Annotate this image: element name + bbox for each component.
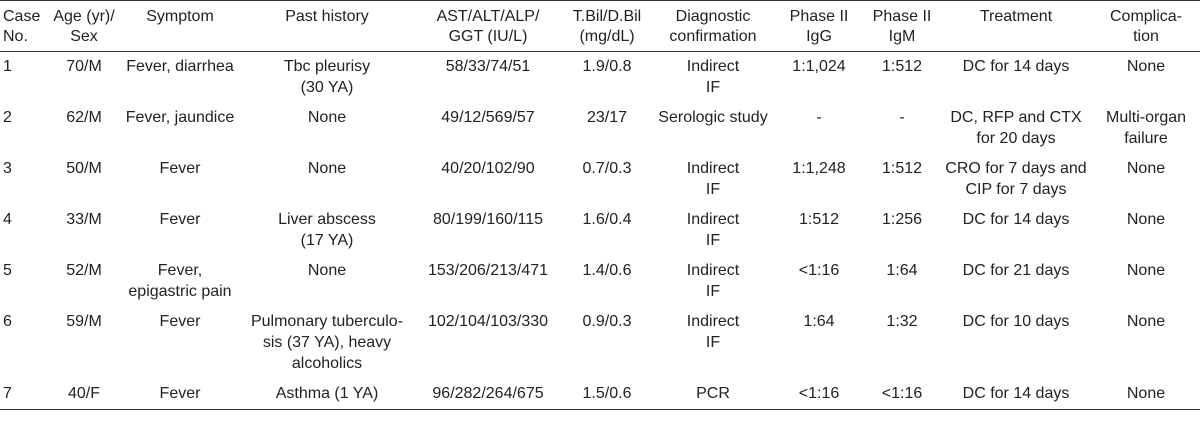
cell-liver-enzymes: 49/12/569/57 <box>441 109 535 126</box>
cell-past-history: None <box>307 160 347 177</box>
header-row: Case No. Age (yr)/ Sex Symptom Past hist… <box>0 0 1200 52</box>
cell-diagnostic-confirmation: PCR <box>696 385 730 402</box>
cell-complication: None <box>1126 385 1166 402</box>
cell-case-no: 2 <box>3 109 12 126</box>
cell-past-history: None <box>307 109 347 126</box>
cell-phase2-igg: - <box>816 109 822 126</box>
cell-diagnostic-confirmation: Indirect IF <box>686 211 740 249</box>
cell-bilirubin: 1.4/0.6 <box>582 262 632 279</box>
header-age-sex: Age (yr)/ Sex <box>53 8 115 45</box>
cell-case-no: 7 <box>3 385 12 402</box>
cell-age-sex: 33/M <box>66 211 102 228</box>
cell-case-no: 5 <box>3 262 12 279</box>
header-phase2-igg: Phase II IgG <box>789 8 849 45</box>
header-symptom: Symptom <box>146 8 214 25</box>
cell-complication: None <box>1126 313 1166 330</box>
table-row: 4 33/M Fever Liver abscess (17 YA) 80/199/16… <box>0 205 1200 256</box>
table-row: 5 52/M Fever, epigastric pain None 153/206/2… <box>0 256 1200 307</box>
cell-treatment: CRO for 7 days and CIP for 7 days <box>945 160 1087 198</box>
cell-symptom: Fever, diarrhea <box>126 58 234 75</box>
cell-diagnostic-confirmation: Indirect IF <box>686 58 740 96</box>
table-header: Case No. Age (yr)/ Sex Symptom Past hist… <box>0 0 1200 52</box>
cell-symptom: Fever, jaundice <box>125 109 235 126</box>
cell-phase2-igg: <1:16 <box>798 385 840 402</box>
cell-past-history: Tbc pleurisy (30 YA) <box>283 58 371 96</box>
cell-treatment: DC for 14 days <box>962 58 1070 75</box>
header-case-no: Case No. <box>3 8 41 45</box>
cell-liver-enzymes: 80/199/160/115 <box>432 211 544 228</box>
cell-symptom: Fever, epigastric pain <box>128 262 232 300</box>
cell-case-no: 6 <box>3 313 12 330</box>
cell-bilirubin: 1.6/0.4 <box>582 211 632 228</box>
cell-phase2-igm: 1:32 <box>886 313 918 330</box>
cell-age-sex: 59/M <box>66 313 102 330</box>
cell-diagnostic-confirmation: Serologic study <box>658 109 768 126</box>
cell-phase2-igg: 1:512 <box>798 211 840 228</box>
cell-liver-enzymes: 58/33/74/51 <box>445 58 531 75</box>
cell-bilirubin: 1.9/0.8 <box>582 58 632 75</box>
table-row: 2 62/M Fever, jaundice None 49/12/569/57 23/1… <box>0 103 1200 154</box>
cell-phase2-igm: 1:256 <box>881 211 923 228</box>
cell-age-sex: 70/M <box>66 58 102 75</box>
cell-phase2-igm: 1:512 <box>881 58 923 75</box>
cell-complication: Multi-organ failure <box>1105 109 1187 147</box>
cell-complication: None <box>1126 160 1166 177</box>
cell-treatment: DC, RFP and CTX for 20 days <box>950 109 1082 147</box>
cell-complication: None <box>1126 58 1166 75</box>
table-row: 7 40/F Fever Asthma (1 YA) 96/282/264/675 1.5… <box>0 379 1200 410</box>
cell-bilirubin: 23/17 <box>586 109 628 126</box>
cell-past-history: Asthma (1 YA) <box>275 385 379 402</box>
cell-age-sex: 62/M <box>66 109 102 126</box>
cell-complication: None <box>1126 211 1166 228</box>
cell-age-sex: 50/M <box>66 160 102 177</box>
table-row: 3 50/M Fever None 40/20/102/90 0.7/0.3 Indirec… <box>0 154 1200 205</box>
cell-past-history: Pulmonary tuberculo- sis (37 YA), heavy … <box>250 313 404 372</box>
cell-symptom: Fever <box>159 313 201 330</box>
cell-past-history: None <box>307 262 347 279</box>
cell-bilirubin: 1.5/0.6 <box>582 385 632 402</box>
cell-treatment: DC for 14 days <box>962 385 1070 402</box>
header-bilirubin: T.Bil/D.Bil (mg/dL) <box>572 8 642 45</box>
header-complication: Complica- tion <box>1109 8 1182 45</box>
table-body: 1 70/M Fever, diarrhea Tbc pleurisy (30 YA)… <box>0 52 1200 410</box>
cell-diagnostic-confirmation: Indirect IF <box>686 262 740 300</box>
header-liver-enzymes: AST/ALT/ALP/ GGT (IU/L) <box>436 8 540 45</box>
cell-symptom: Fever <box>159 211 201 228</box>
cell-liver-enzymes: 153/206/213/471 <box>427 262 549 279</box>
cell-diagnostic-confirmation: Indirect IF <box>686 313 740 351</box>
cell-phase2-igg: 1:1,024 <box>792 58 846 75</box>
cell-phase2-igg: <1:16 <box>798 262 840 279</box>
cell-phase2-igg: 1:64 <box>803 313 835 330</box>
header-phase2-igm: Phase II IgM <box>872 8 932 45</box>
table-row: 1 70/M Fever, diarrhea Tbc pleurisy (30 YA)… <box>0 52 1200 104</box>
cell-case-no: 3 <box>3 160 12 177</box>
cell-past-history: Liver abscess (17 YA) <box>278 211 376 249</box>
cell-liver-enzymes: 96/282/264/675 <box>432 385 544 402</box>
cell-phase2-igm: 1:64 <box>886 262 918 279</box>
header-treatment: Treatment <box>979 8 1053 25</box>
cell-phase2-igm: - <box>899 109 905 126</box>
table-row: 6 59/M Fever Pulmonary tuberculo- sis (37 Y… <box>0 307 1200 379</box>
cell-phase2-igm: 1:512 <box>881 160 923 177</box>
cell-case-no: 4 <box>3 211 12 228</box>
cell-treatment: DC for 10 days <box>962 313 1070 330</box>
cell-symptom: Fever <box>159 160 201 177</box>
cell-case-no: 1 <box>3 58 12 75</box>
cell-symptom: Fever <box>159 385 201 402</box>
cell-liver-enzymes: 40/20/102/90 <box>441 160 535 177</box>
cell-phase2-igm: <1:16 <box>881 385 923 402</box>
case-table: Case No. Age (yr)/ Sex Symptom Past hist… <box>0 0 1200 410</box>
cell-complication: None <box>1126 262 1166 279</box>
header-diagnostic-confirmation: Diagnostic confirmation <box>669 8 757 45</box>
cell-liver-enzymes: 102/104/103/330 <box>427 313 549 330</box>
cell-diagnostic-confirmation: Indirect IF <box>686 160 740 198</box>
cell-treatment: DC for 14 days <box>962 211 1070 228</box>
cell-treatment: DC for 21 days <box>962 262 1070 279</box>
cell-bilirubin: 0.9/0.3 <box>582 313 632 330</box>
cell-bilirubin: 0.7/0.3 <box>582 160 632 177</box>
cell-age-sex: 40/F <box>67 385 100 402</box>
cell-age-sex: 52/M <box>66 262 102 279</box>
cell-phase2-igg: 1:1,248 <box>792 160 846 177</box>
header-past-history: Past history <box>285 8 369 25</box>
